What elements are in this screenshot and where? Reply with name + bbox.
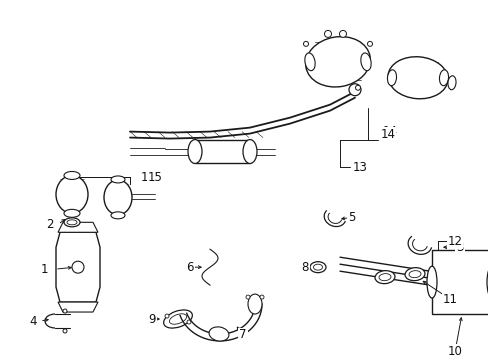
Ellipse shape xyxy=(374,271,394,284)
Polygon shape xyxy=(58,222,98,232)
Ellipse shape xyxy=(104,180,132,215)
Ellipse shape xyxy=(305,37,369,87)
Text: 13: 13 xyxy=(352,161,366,174)
Ellipse shape xyxy=(309,262,325,273)
Bar xyxy=(195,140,249,163)
Ellipse shape xyxy=(355,85,360,90)
Text: 1: 1 xyxy=(40,263,48,276)
Ellipse shape xyxy=(63,309,67,313)
Ellipse shape xyxy=(164,314,169,318)
Ellipse shape xyxy=(260,295,264,299)
Text: 14: 14 xyxy=(380,128,395,141)
Polygon shape xyxy=(56,232,100,302)
Ellipse shape xyxy=(64,171,80,179)
Ellipse shape xyxy=(245,295,249,299)
Text: 9: 9 xyxy=(148,312,156,325)
Text: 15: 15 xyxy=(140,171,155,184)
Ellipse shape xyxy=(64,218,80,227)
Ellipse shape xyxy=(303,41,308,46)
Ellipse shape xyxy=(339,30,346,37)
Text: 13: 13 xyxy=(352,161,366,174)
Ellipse shape xyxy=(186,320,191,324)
Text: 8: 8 xyxy=(301,261,308,274)
Ellipse shape xyxy=(187,140,202,163)
Text: 12: 12 xyxy=(447,235,462,248)
Bar xyxy=(431,250,488,314)
Ellipse shape xyxy=(163,310,192,328)
Ellipse shape xyxy=(56,175,88,213)
Text: 5: 5 xyxy=(347,211,355,224)
Ellipse shape xyxy=(426,266,436,298)
Ellipse shape xyxy=(209,327,228,341)
Text: 10: 10 xyxy=(447,345,462,359)
Text: 11: 11 xyxy=(442,293,457,306)
Text: 4: 4 xyxy=(29,315,37,328)
Ellipse shape xyxy=(386,70,396,86)
Ellipse shape xyxy=(304,53,315,71)
Ellipse shape xyxy=(486,266,488,298)
Text: 14: 14 xyxy=(382,125,397,138)
Ellipse shape xyxy=(243,140,257,163)
Ellipse shape xyxy=(404,267,424,281)
Ellipse shape xyxy=(111,212,125,219)
Ellipse shape xyxy=(447,76,455,90)
Ellipse shape xyxy=(360,53,370,71)
Text: 7: 7 xyxy=(239,328,246,342)
Text: 3: 3 xyxy=(455,241,463,254)
Ellipse shape xyxy=(439,70,447,86)
Ellipse shape xyxy=(348,84,360,96)
Polygon shape xyxy=(58,302,98,312)
Text: 6: 6 xyxy=(186,261,193,274)
Ellipse shape xyxy=(387,57,447,99)
Ellipse shape xyxy=(63,329,67,333)
Ellipse shape xyxy=(247,294,262,314)
Ellipse shape xyxy=(324,30,331,37)
Text: 2: 2 xyxy=(46,218,54,231)
Text: 15: 15 xyxy=(147,171,162,184)
Ellipse shape xyxy=(64,210,80,217)
Ellipse shape xyxy=(72,261,84,273)
Ellipse shape xyxy=(367,41,372,46)
Text: 12: 12 xyxy=(447,233,462,246)
Ellipse shape xyxy=(111,176,125,183)
